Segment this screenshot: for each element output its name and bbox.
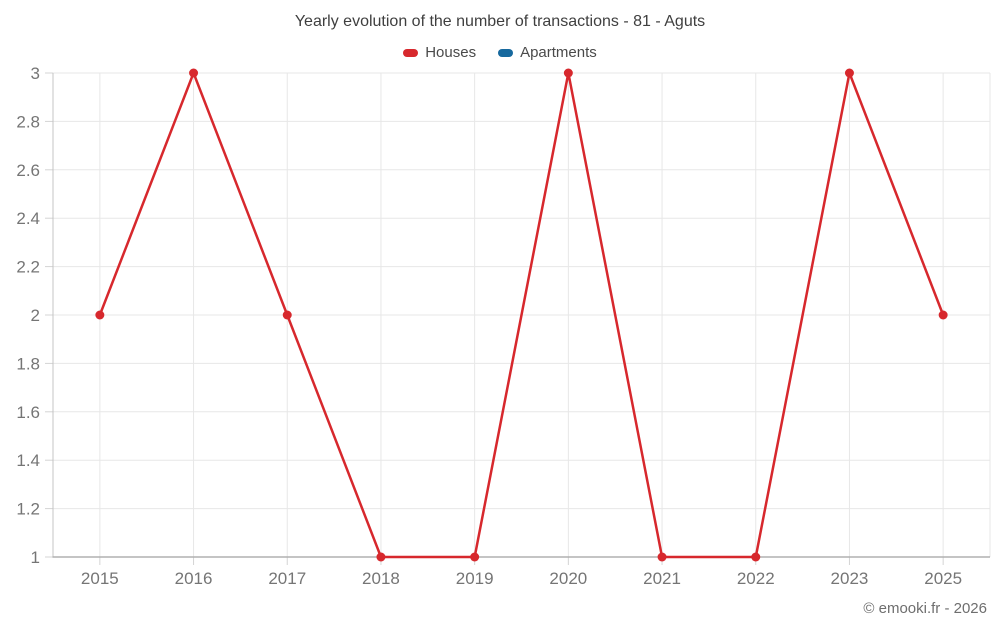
y-axis-tick-label: 3 — [31, 64, 40, 83]
x-axis-tick-label: 2020 — [549, 569, 587, 588]
copyright: © emooki.fr - 2026 — [863, 600, 987, 617]
y-axis-tick-label: 2.2 — [16, 258, 40, 277]
data-point-houses-2022[interactable] — [751, 552, 761, 562]
data-point-houses-2020[interactable] — [563, 68, 573, 78]
data-point-houses-2017[interactable] — [282, 310, 292, 320]
x-axis-tick-label: 2016 — [175, 569, 213, 588]
houses-series-swatch-icon — [403, 48, 419, 57]
chart-title: Yearly evolution of the number of transa… — [294, 13, 706, 30]
x-axis-tick-label: 2019 — [456, 569, 494, 588]
legend-label-houses: Houses — [425, 44, 477, 61]
y-axis-tick-label: 2.6 — [16, 161, 40, 180]
legend: Houses Apartments — [0, 44, 1000, 61]
x-axis-tick-label: 2021 — [643, 569, 681, 588]
y-axis-tick-label: 1 — [31, 548, 40, 567]
y-axis-tick-label: 1.6 — [16, 403, 40, 422]
data-point-houses-2018[interactable] — [376, 552, 386, 562]
x-axis-tick-label: 2015 — [81, 569, 119, 588]
legend-item-houses[interactable]: Houses — [403, 44, 476, 61]
y-axis-tick-label: 1.8 — [16, 354, 40, 373]
x-axis-tick-label: 2017 — [268, 569, 306, 588]
x-axis-tick-label: 2023 — [831, 569, 869, 588]
legend-label-apartments: Apartments — [520, 44, 597, 61]
data-point-houses-2016[interactable] — [189, 68, 199, 78]
data-point-houses-2015[interactable] — [95, 310, 105, 320]
data-point-houses-2025[interactable] — [938, 310, 948, 320]
y-axis-tick-label: 1.2 — [16, 500, 40, 519]
x-axis-tick-label: 2018 — [362, 569, 400, 588]
y-axis-tick-label: 2.4 — [16, 209, 40, 228]
data-point-houses-2019[interactable] — [470, 552, 480, 562]
y-axis-tick-label: 1.4 — [16, 451, 40, 470]
apartments-series-swatch-icon — [498, 48, 514, 57]
x-axis-tick-label: 2025 — [924, 569, 962, 588]
data-point-houses-2023[interactable] — [844, 68, 854, 78]
y-axis-tick-label: 2 — [31, 306, 40, 325]
legend-item-apartments[interactable]: Apartments — [498, 44, 597, 61]
x-axis-tick-label: 2022 — [737, 569, 775, 588]
y-axis-tick-label: 2.8 — [16, 112, 40, 131]
data-point-houses-2021[interactable] — [657, 552, 667, 562]
